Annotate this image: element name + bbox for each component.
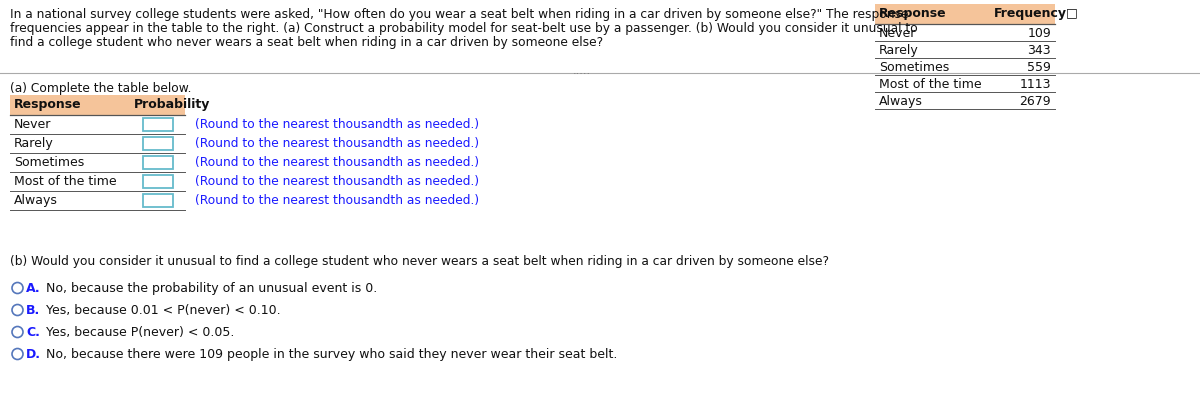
Text: Most of the time: Most of the time [878,78,982,91]
Text: Rarely: Rarely [878,44,919,57]
Text: Yes, because P(never) < 0.05.: Yes, because P(never) < 0.05. [46,326,234,339]
Bar [143,156,173,169]
Text: (a) Complete the table below.: (a) Complete the table below. [10,82,192,95]
Text: .....: ..... [572,66,592,76]
Text: Sometimes: Sometimes [878,61,949,74]
Text: Probability: Probability [134,98,210,111]
Text: B.: B. [26,304,41,317]
Text: In a national survey college students were asked, "How often do you wear a seat : In a national survey college students we… [10,8,908,21]
Text: Yes, because 0.01 < P(never) < 0.10.: Yes, because 0.01 < P(never) < 0.10. [46,304,281,317]
Bar [143,194,173,207]
Text: 109: 109 [1027,27,1051,40]
Text: No, because the probability of an unusual event is 0.: No, because the probability of an unusua… [46,282,377,295]
Text: Rarely: Rarely [14,137,54,150]
Bar [143,137,173,150]
Text: 2679: 2679 [1019,95,1051,108]
Text: (Round to the nearest thousandth as needed.): (Round to the nearest thousandth as need… [194,137,479,150]
Bar [143,118,173,131]
Text: Never: Never [14,118,52,131]
Text: (b) Would you consider it unusual to find a college student who never wears a se: (b) Would you consider it unusual to fin… [10,255,829,268]
Bar [143,175,173,188]
Text: Never: Never [878,27,917,40]
Bar [10,95,185,115]
Text: (Round to the nearest thousandth as needed.): (Round to the nearest thousandth as need… [194,156,479,169]
Text: Sometimes: Sometimes [14,156,84,169]
Text: Always: Always [878,95,923,108]
Text: Response: Response [14,98,82,111]
Text: Most of the time: Most of the time [14,175,116,188]
Text: (Round to the nearest thousandth as needed.): (Round to the nearest thousandth as need… [194,118,479,131]
Text: find a college student who never wears a seat belt when riding in a car driven b: find a college student who never wears a… [10,36,604,49]
Text: Always: Always [14,194,58,207]
Bar [875,4,1055,24]
Text: (Round to the nearest thousandth as needed.): (Round to the nearest thousandth as need… [194,175,479,188]
Text: No, because there were 109 people in the survey who said they never wear their s: No, because there were 109 people in the… [46,348,617,361]
Text: Response: Response [878,7,947,20]
Text: frequencies appear in the table to the right. (a) Construct a probability model : frequencies appear in the table to the r… [10,22,918,35]
Text: A.: A. [26,282,41,295]
Text: D.: D. [26,348,41,361]
Text: 1113: 1113 [1020,78,1051,91]
Text: Frequency□: Frequency□ [994,7,1079,20]
Text: 559: 559 [1027,61,1051,74]
Text: (Round to the nearest thousandth as needed.): (Round to the nearest thousandth as need… [194,194,479,207]
Text: C.: C. [26,326,40,339]
Text: 343: 343 [1027,44,1051,57]
